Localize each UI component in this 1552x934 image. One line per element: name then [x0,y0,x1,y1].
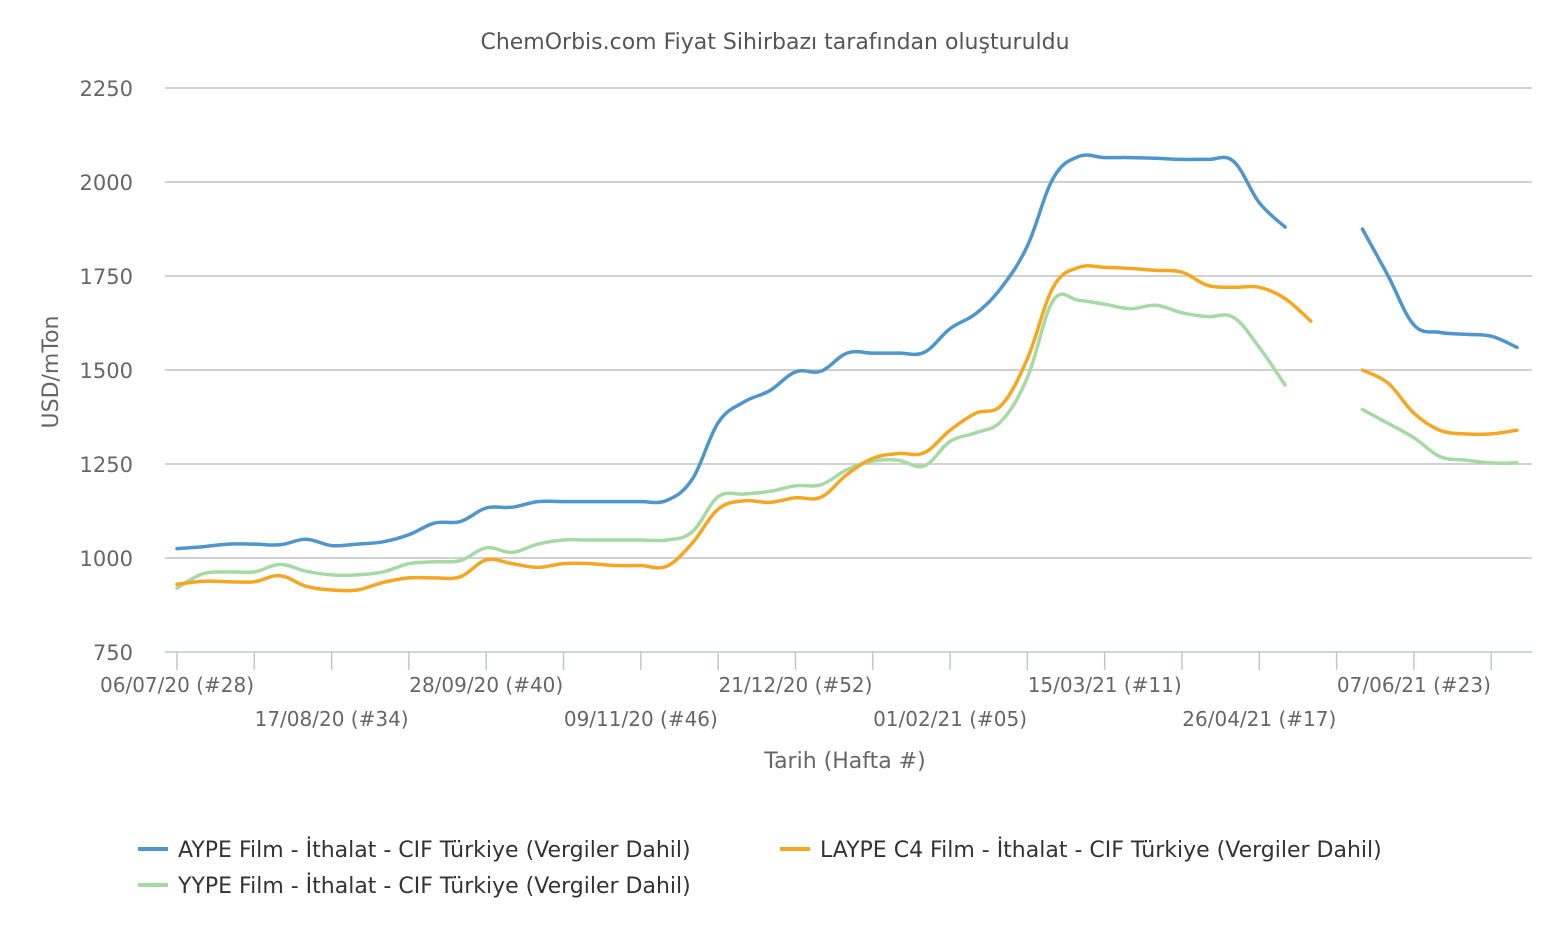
y-tick-label: 1250 [80,453,133,477]
series-line [175,292,1519,590]
x-tick-label: 17/08/20 (#34) [255,707,409,731]
y-tick-label: 2250 [80,77,133,101]
y-tick-label: 750 [93,641,133,665]
x-tick-label: 15/03/21 (#11) [1028,673,1182,697]
y-axis-label: USD/mTon [39,316,64,429]
series-line-segment [1360,227,1519,350]
series-line-segment [1360,407,1519,465]
series-line-segment [175,292,1287,590]
legend-label: AYPE Film - İthalat - CIF Türkiye (Vergi… [178,837,691,863]
y-tick-label: 1500 [80,359,133,383]
legend-label: YYPE Film - İthalat - CIF Türkiye (Vergi… [177,873,691,899]
x-tick-label: 21/12/20 (#52) [718,673,872,697]
series-line-segment [175,263,1313,593]
series-line-segment [1360,368,1519,437]
y-tick-label: 1000 [80,547,133,571]
series-line [175,263,1519,593]
y-tick-label: 2000 [80,171,133,195]
x-axis-label: Tarih (Hafta #) [763,749,925,774]
x-tick-label: 06/07/20 (#28) [100,673,254,697]
x-tick-label: 28/09/20 (#40) [409,673,563,697]
x-tick-label: 07/06/21 (#23) [1337,673,1491,697]
series-line-segment [175,153,1287,551]
x-tick-label: 01/02/21 (#05) [873,707,1027,731]
series-line [175,153,1519,551]
chart-title: ChemOrbis.com Fiyat Sihirbazı tarafından… [480,30,1069,55]
x-tick-label: 09/11/20 (#46) [564,707,718,731]
x-tick-label: 26/04/21 (#17) [1182,707,1336,731]
y-tick-label: 1750 [80,265,133,289]
legend-label: LAYPE C4 Film - İthalat - CIF Türkiye (V… [820,837,1382,863]
